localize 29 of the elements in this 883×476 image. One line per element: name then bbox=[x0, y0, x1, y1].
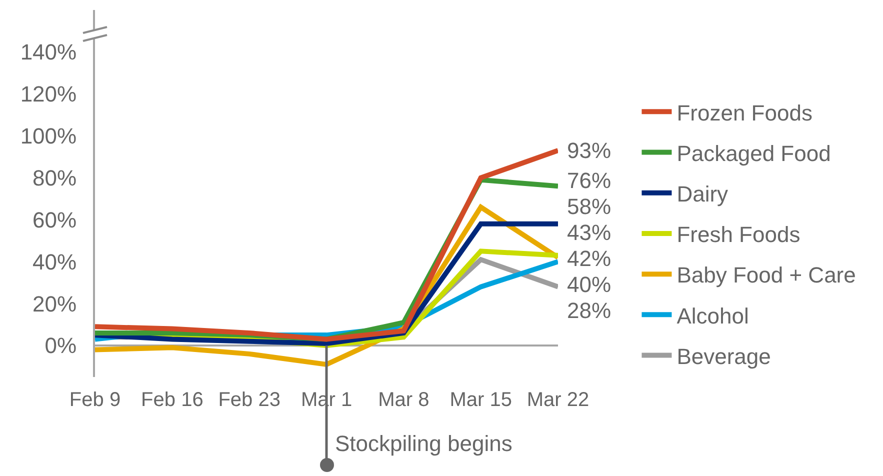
y-tick-label: 120% bbox=[20, 82, 77, 107]
legend-label: Dairy bbox=[676, 181, 728, 206]
legend-label: Baby Food + Care bbox=[676, 262, 856, 288]
x-tick-label: Mar 22 bbox=[526, 389, 590, 411]
data-label: 42% bbox=[567, 246, 612, 271]
y-tick-label: 40% bbox=[32, 249, 77, 274]
legend-label: Frozen Foods bbox=[676, 100, 812, 126]
x-tick-label: Mar 15 bbox=[450, 389, 512, 411]
data-label: 58% bbox=[567, 194, 612, 219]
ref-line-label: Stockpiling begins bbox=[335, 431, 512, 456]
data-label: 40% bbox=[567, 272, 612, 297]
data-label: 43% bbox=[567, 220, 612, 245]
legend-label: Beverage bbox=[676, 344, 771, 369]
y-tick-label: 80% bbox=[32, 165, 77, 190]
y-tick-label: 140% bbox=[20, 40, 77, 65]
x-tick-label: Feb 16 bbox=[141, 389, 204, 411]
data-label: 93% bbox=[567, 138, 612, 163]
y-tick-label: 60% bbox=[32, 207, 77, 232]
x-tick-label: Feb 9 bbox=[69, 389, 121, 411]
y-tick-label: 100% bbox=[20, 124, 77, 149]
legend-label: Alcohol bbox=[676, 303, 749, 328]
legend-label: Fresh Foods bbox=[676, 222, 800, 248]
y-tick-label: 0% bbox=[44, 333, 77, 358]
x-tick-label: Feb 23 bbox=[218, 389, 280, 411]
x-tick-label: Mar 8 bbox=[378, 389, 430, 411]
data-label: 76% bbox=[567, 168, 612, 193]
data-label: 28% bbox=[567, 298, 612, 323]
legend-label: Packaged Food bbox=[676, 140, 831, 166]
y-tick-label: 20% bbox=[32, 291, 77, 316]
